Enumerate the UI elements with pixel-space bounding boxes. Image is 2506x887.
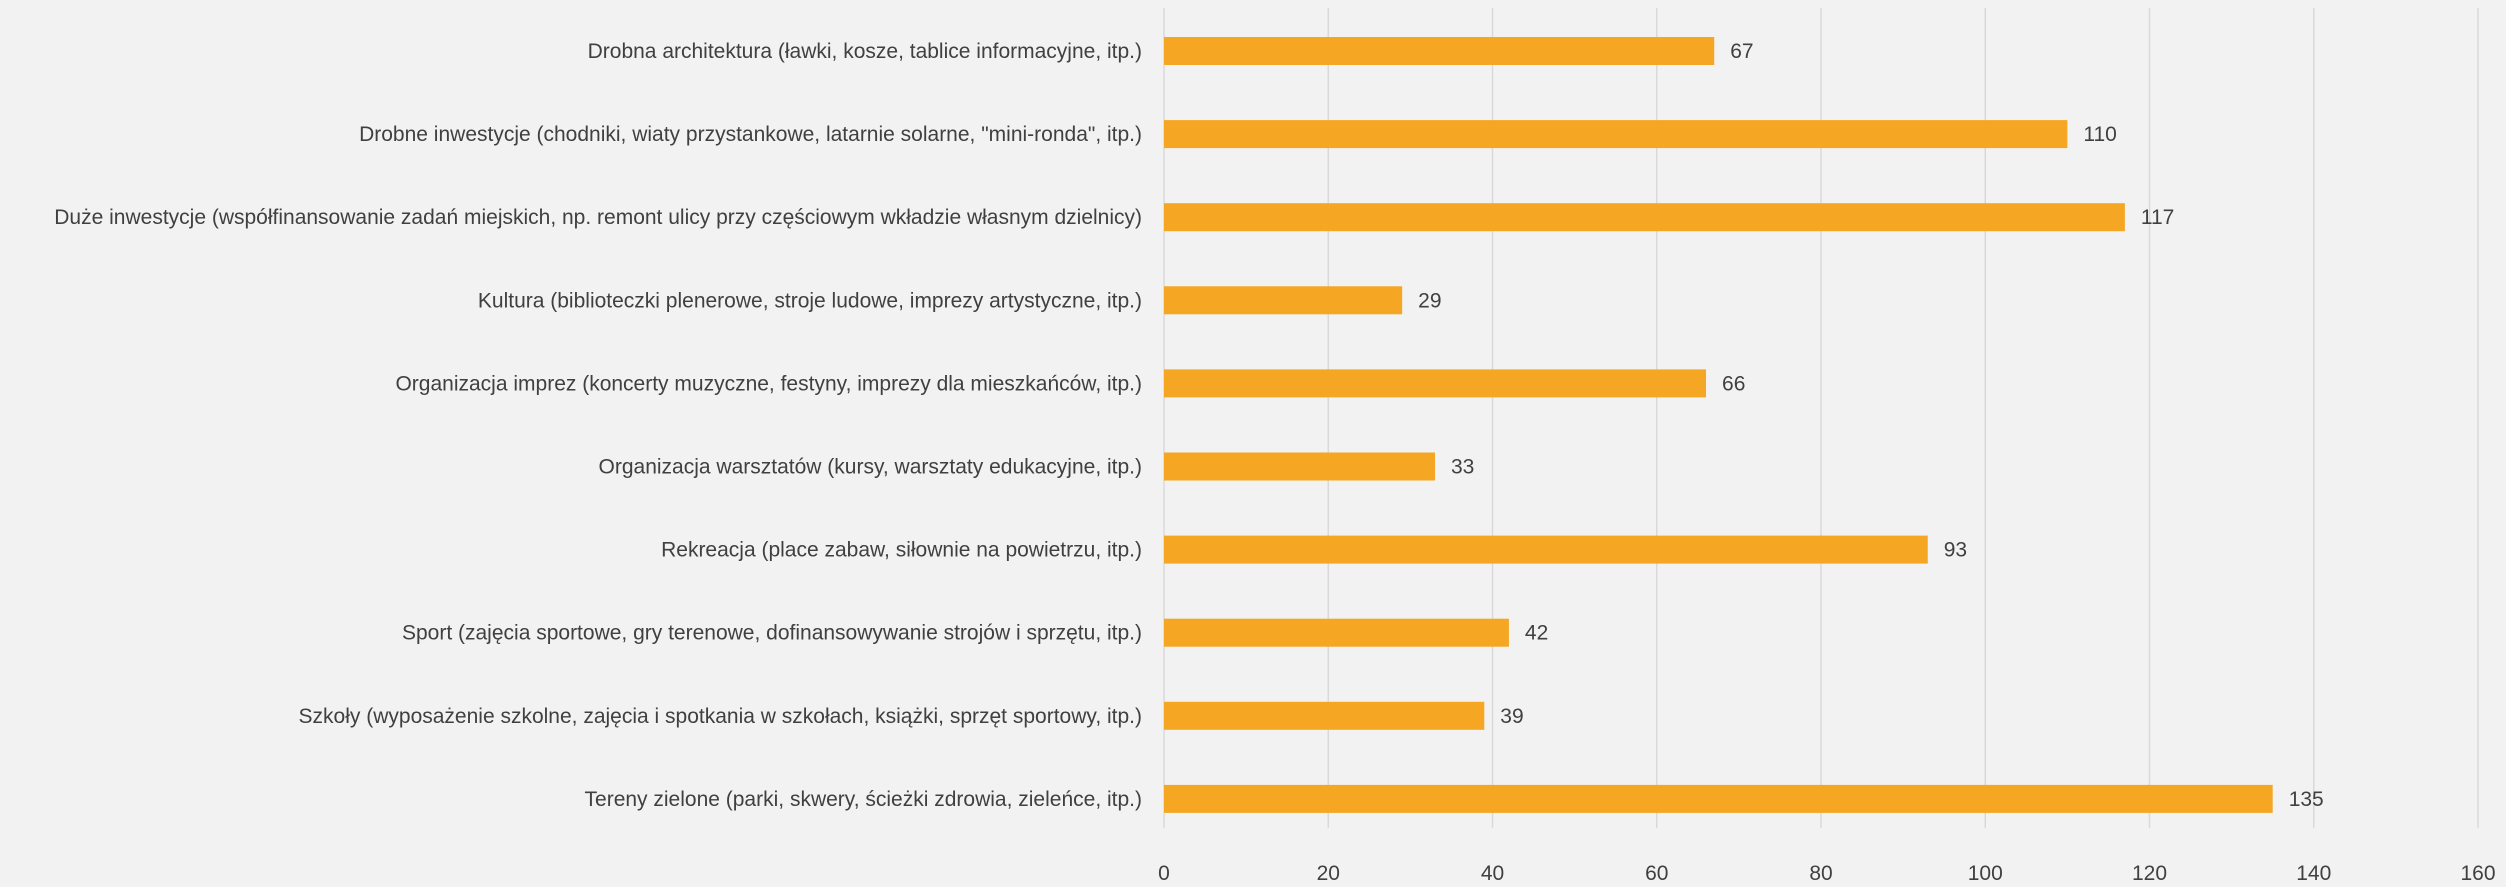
x-tick-label: 100 bbox=[1968, 862, 2003, 882]
data-label: 93 bbox=[1944, 539, 1967, 562]
data-label: 135 bbox=[2289, 788, 2324, 811]
bar bbox=[1164, 203, 2125, 232]
category-label: Kultura (biblioteczki plenerowe, stroje … bbox=[478, 289, 1142, 312]
bar bbox=[1164, 120, 2068, 149]
category-label: Sport (zajęcia sportowe, gry terenowe, d… bbox=[402, 622, 1142, 645]
x-tick-label: 160 bbox=[2460, 862, 2495, 882]
x-tick-label: 20 bbox=[1317, 862, 1340, 882]
x-tick-label: 140 bbox=[2296, 862, 2331, 882]
data-label: 66 bbox=[1722, 372, 1745, 395]
x-tick-label: 0 bbox=[1158, 862, 1170, 882]
bar bbox=[1164, 37, 1715, 65]
category-label: Tereny zielone (parki, skwery, ścieżki z… bbox=[585, 788, 1142, 811]
data-label: 67 bbox=[1730, 40, 1753, 63]
bar bbox=[1164, 535, 1928, 564]
data-label: 117 bbox=[2141, 206, 2174, 229]
data-label: 29 bbox=[1418, 289, 1441, 312]
category-label: Organizacja imprez (koncerty muzyczne, f… bbox=[395, 372, 1142, 395]
category-label: Drobna architektura (ławki, kosze, tabli… bbox=[588, 40, 1142, 63]
data-labels: 67 110 117 29 66 33 93 42 39 135 bbox=[1418, 40, 2324, 811]
x-tick-label: 80 bbox=[1809, 862, 1832, 882]
category-label: Szkoły (wyposażenie szkolne, zajęcia i s… bbox=[299, 705, 1142, 728]
data-label: 39 bbox=[1500, 705, 1523, 728]
category-label: Drobne inwestycje (chodniki, wiaty przys… bbox=[359, 123, 1142, 146]
x-tick-label: 60 bbox=[1645, 862, 1668, 882]
x-tick-label: 120 bbox=[2132, 862, 2167, 882]
category-label: Organizacja warsztatów (kursy, warsztaty… bbox=[599, 456, 1142, 479]
data-label: 110 bbox=[2083, 123, 2116, 146]
x-axis-tick-labels: 0 20 40 60 80 100 120 140 160 bbox=[1158, 862, 2495, 885]
data-label: 33 bbox=[1451, 456, 1474, 479]
x-tick-label: 40 bbox=[1481, 862, 1504, 882]
bar bbox=[1164, 369, 1707, 398]
category-label: Rekreacja (place zabaw, siłownie na powi… bbox=[661, 539, 1142, 562]
bar bbox=[1164, 701, 1485, 730]
bar bbox=[1164, 618, 1509, 647]
category-label: Duże inwestycje (współfinansowanie zadań… bbox=[54, 206, 1142, 229]
bar bbox=[1164, 784, 2273, 813]
bar bbox=[1164, 452, 1436, 481]
category-labels: Drobna architektura (ławki, kosze, tabli… bbox=[54, 40, 1142, 811]
data-label: 42 bbox=[1525, 622, 1548, 645]
bar bbox=[1164, 286, 1403, 315]
bars bbox=[1164, 37, 2273, 813]
